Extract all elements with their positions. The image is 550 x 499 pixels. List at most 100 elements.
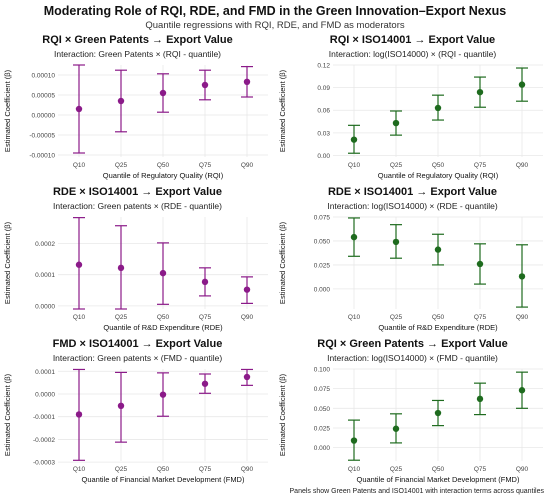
data-point: [392, 425, 400, 432]
data-point: [201, 81, 209, 89]
y-tick-label: 0.0001: [35, 272, 55, 279]
panel-title: RQI × ISO14001 → Export Value: [329, 34, 496, 46]
chart-plot: 0.000 0.025 0.050 0.075 0.100 Q10 Q25 Q50 Q75 Q90…: [278, 367, 543, 484]
figure-title: Moderating Role of RQI, RDE, and FMD in …: [43, 4, 507, 18]
data-point: [518, 387, 526, 394]
y-tick-label: -0.0002: [33, 437, 55, 444]
x-tick-label: Q50: [432, 466, 445, 473]
y-tick-label: 0.09: [317, 85, 330, 92]
y-tick-label: 0.00010: [32, 73, 56, 80]
y-tick-label: 0.0001: [35, 369, 55, 376]
x-tick-label: Q10: [73, 466, 86, 473]
y-tick-label: 0.0000: [35, 391, 55, 398]
panel-title: RDE × ISO14001 → Export Value: [327, 186, 498, 198]
data-point: [350, 233, 358, 241]
x-tick-label: Q90: [241, 162, 254, 169]
panel-rqi-iso14001: RQI × ISO14001 → Export Value Interactio…: [275, 34, 550, 186]
y-tick-label: 0.000: [314, 445, 331, 452]
y-tick-label: 0.050: [314, 406, 331, 413]
x-tick-label: Q50: [157, 314, 170, 321]
y-tick-label: -0.0001: [33, 414, 55, 421]
x-tick-label: Q50: [157, 466, 170, 473]
data-point: [243, 286, 251, 293]
y-tick-label: 0.03: [317, 130, 330, 137]
y-tick-label: 0.050: [314, 238, 331, 245]
y-tick-label: -0.00005: [29, 133, 55, 140]
data-point: [159, 391, 167, 398]
x-tick-label: Q10: [348, 466, 361, 473]
y-tick-label: 0.000: [314, 286, 331, 293]
x-tick-label: Q25: [390, 314, 403, 321]
y-tick-label: 0.100: [314, 367, 331, 374]
x-tick-label: Q75: [199, 466, 212, 473]
x-tick-label: Q75: [474, 466, 487, 473]
x-tick-label: Q75: [474, 314, 487, 321]
panel-subtitle: Interaction: log(ISO14000) × (FMD - quan…: [327, 353, 498, 363]
data-point: [518, 81, 526, 88]
x-tick-label: Q90: [241, 314, 254, 321]
y-tick-label: 0.00: [317, 153, 330, 160]
y-axis-label: Estimated Coefficient (β): [278, 373, 287, 456]
x-tick-label: Q25: [390, 466, 403, 473]
y-tick-label: 0.0000: [35, 303, 55, 310]
y-axis-label: Estimated Coefficient (β): [278, 221, 287, 304]
figure-subtitle: Quantile regressions with RQI, RDE, and …: [145, 20, 405, 31]
x-tick-label: Q10: [73, 162, 86, 169]
x-tick-label: Q25: [115, 466, 128, 473]
data-point: [75, 105, 83, 113]
y-tick-label: 0.075: [314, 386, 331, 393]
x-tick-label: Q90: [241, 466, 254, 473]
x-tick-label: Q90: [516, 466, 529, 473]
data-point: [392, 119, 400, 127]
panel-fmd-iso14001: RQI × Green Patents → Export Value Inter…: [275, 338, 550, 490]
y-axis-label: Estimated Coefficient (β): [3, 221, 12, 304]
data-point: [75, 411, 83, 418]
data-point: [243, 78, 251, 85]
x-axis-label: Quantile of Regulatory Quality (RQI): [378, 171, 499, 180]
y-axis-label: Estimated Coefficient (β): [278, 69, 287, 152]
data-point: [117, 264, 125, 272]
panel-title: RQI × Green Patents → Export Value: [42, 34, 233, 46]
x-tick-label: Q75: [199, 314, 212, 321]
data-point: [159, 89, 167, 97]
y-axis-label: Estimated Coefficient (β): [3, 69, 12, 152]
x-axis-label: Quantile of Financial Market Development…: [357, 475, 520, 484]
y-tick-label: 0.00000: [32, 113, 56, 120]
y-tick-label: 0.025: [314, 425, 331, 432]
data-point: [434, 104, 442, 112]
data-point: [243, 373, 251, 381]
x-tick-label: Q75: [199, 162, 212, 169]
data-point: [476, 88, 484, 96]
y-tick-label: 0.0002: [35, 241, 55, 248]
data-point: [350, 437, 358, 444]
data-point: [434, 246, 442, 253]
x-axis-label: Quantile of Regulatory Quality (RQI): [103, 171, 224, 180]
panel-subtitle: Interaction: Green Patents × (RQI - quan…: [53, 49, 221, 59]
y-tick-label: 0.00005: [32, 93, 56, 100]
chart-plot: 0.00 0.03 0.06 0.09 0.12 Q10 Q25 Q50 Q75 Q90 Quant…: [278, 63, 543, 180]
panel-subtitle: Interaction: Green patents × (RDE - quan…: [53, 201, 222, 211]
data-point: [434, 409, 442, 417]
chart-plot: -0.0003 -0.0002 -0.0001 0.0000 0.0001 Q10 Q25 Q…: [3, 369, 268, 484]
data-point: [75, 261, 83, 268]
data-point: [201, 278, 209, 286]
x-axis-label: Quantile of R&D Expenditure (RDE): [378, 323, 498, 332]
data-point: [159, 269, 167, 277]
chart-plot: -0.00010 -0.00005 0.00000 0.00005 0.00010 Q10…: [3, 64, 268, 180]
chart-plot: 0.0000 0.0001 0.0002 Q10 Q25 Q50 Q75 Q90 Quantil…: [3, 217, 268, 332]
panel-rqi-green-patents: RQI × Green Patents → Export Value Inter…: [0, 34, 275, 186]
footer-note: Panels show Green Patents and ISO14001 w…: [289, 488, 544, 495]
x-tick-label: Q50: [432, 162, 445, 169]
panel-subtitle: Interaction: log(ISO14000) × (RDE - quan…: [327, 201, 498, 211]
y-tick-label: 0.06: [317, 108, 330, 115]
x-tick-label: Q25: [390, 162, 403, 169]
x-tick-label: Q90: [516, 314, 529, 321]
y-tick-label: -0.00010: [29, 153, 55, 160]
panel-title: RDE × ISO14001 → Export Value: [52, 186, 223, 198]
x-tick-label: Q50: [157, 162, 170, 169]
data-point: [350, 136, 358, 143]
panel-subtitle: Interaction: log(ISO14000) × (RQI - quan…: [328, 49, 497, 59]
panel-title: FMD × ISO14001 → Export Value: [52, 338, 223, 350]
x-tick-label: Q25: [115, 162, 128, 169]
panel-fmd-green-patents: FMD × ISO14001 → Export Value Interactio…: [0, 338, 275, 490]
